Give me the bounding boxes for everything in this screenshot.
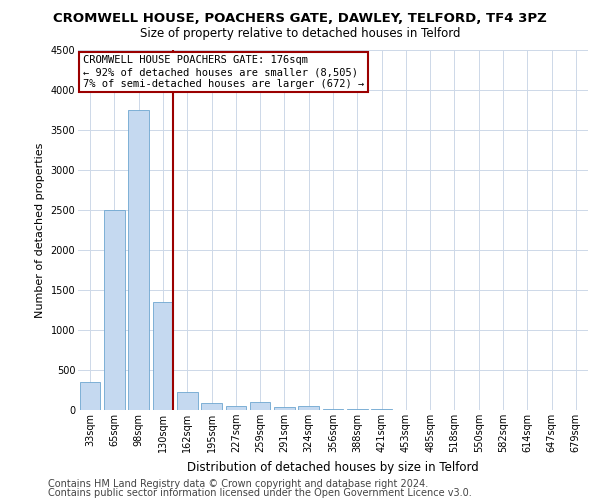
Y-axis label: Number of detached properties: Number of detached properties xyxy=(35,142,45,318)
Text: CROMWELL HOUSE, POACHERS GATE, DAWLEY, TELFORD, TF4 3PZ: CROMWELL HOUSE, POACHERS GATE, DAWLEY, T… xyxy=(53,12,547,26)
Text: CROMWELL HOUSE POACHERS GATE: 176sqm
← 92% of detached houses are smaller (8,505: CROMWELL HOUSE POACHERS GATE: 176sqm ← 9… xyxy=(83,56,364,88)
Bar xyxy=(226,406,246,410)
Bar xyxy=(298,406,319,410)
Bar xyxy=(201,403,222,410)
Bar xyxy=(104,210,125,410)
Text: Size of property relative to detached houses in Telford: Size of property relative to detached ho… xyxy=(140,28,460,40)
Bar xyxy=(177,392,197,410)
Bar xyxy=(80,382,100,410)
Bar xyxy=(347,409,368,410)
Bar xyxy=(152,302,173,410)
Text: Contains public sector information licensed under the Open Government Licence v3: Contains public sector information licen… xyxy=(48,488,472,498)
Text: Contains HM Land Registry data © Crown copyright and database right 2024.: Contains HM Land Registry data © Crown c… xyxy=(48,479,428,489)
Bar xyxy=(274,407,295,410)
Bar xyxy=(323,409,343,410)
X-axis label: Distribution of detached houses by size in Telford: Distribution of detached houses by size … xyxy=(187,460,479,473)
Bar xyxy=(128,110,149,410)
Bar xyxy=(250,402,271,410)
